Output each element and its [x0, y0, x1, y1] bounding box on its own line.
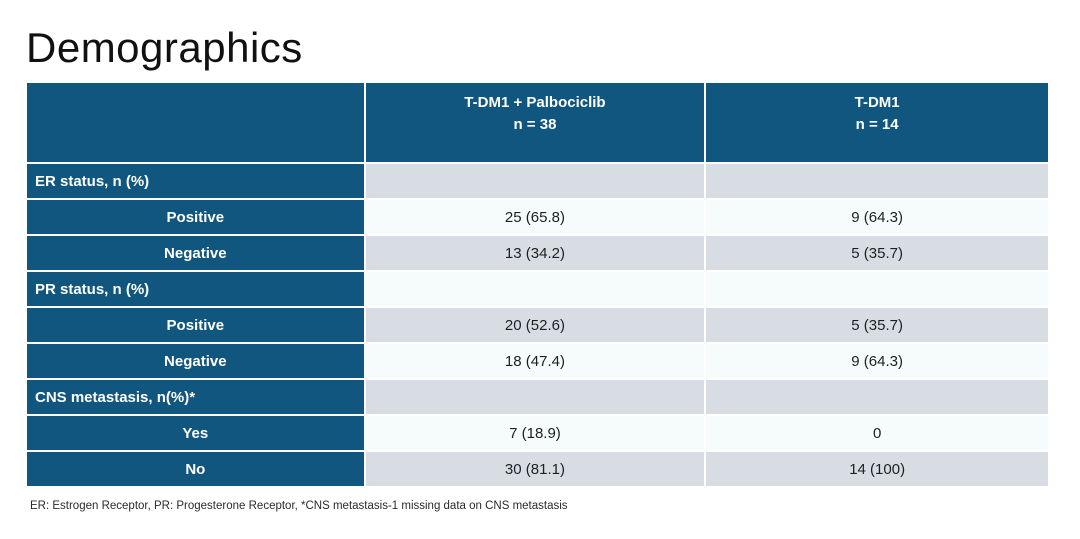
- value-cell: 13 (34.2): [365, 236, 705, 270]
- value-cell: [365, 164, 705, 198]
- table-row-pr-status: PR status, n (%): [27, 272, 1048, 306]
- value-cell: 25 (65.8): [365, 200, 705, 234]
- row-label: PR status, n (%): [27, 272, 364, 306]
- value-cell: 14 (100): [706, 452, 1048, 486]
- row-label: No: [27, 452, 364, 486]
- value-cell: 9 (64.3): [706, 200, 1048, 234]
- table-row-er-status: ER status, n (%): [27, 164, 1048, 198]
- value-cell: [365, 272, 705, 306]
- row-label: Positive: [27, 200, 364, 234]
- header-cell-tdm1-palbociclib: T-DM1 + Palbociclib n = 38: [365, 83, 705, 162]
- row-label: Negative: [27, 236, 364, 270]
- value-cell: 30 (81.1): [365, 452, 705, 486]
- value-cell: 9 (64.3): [706, 344, 1048, 378]
- demographics-table: T-DM1 + Palbociclib n = 38 T-DM1 n = 14 …: [25, 81, 1050, 488]
- table-row-cns-metastasis: CNS metastasis, n(%)*: [27, 380, 1048, 414]
- table-row-pr-negative: Negative 18 (47.4) 9 (64.3): [27, 344, 1048, 378]
- value-cell: [706, 164, 1048, 198]
- row-label: CNS metastasis, n(%)*: [27, 380, 364, 414]
- column-title: T-DM1: [854, 94, 900, 111]
- header-cell-tdm1: T-DM1 n = 14: [706, 83, 1048, 162]
- value-cell: [706, 380, 1048, 414]
- value-cell: [706, 272, 1048, 306]
- value-cell: 7 (18.9): [365, 416, 705, 450]
- header-cell-empty: [27, 83, 364, 162]
- table-row-pr-positive: Positive 20 (52.6) 5 (35.7): [27, 308, 1048, 342]
- table-header-row: T-DM1 + Palbociclib n = 38 T-DM1 n = 14: [27, 83, 1048, 162]
- value-cell: 0: [706, 416, 1048, 450]
- value-cell: 20 (52.6): [365, 308, 705, 342]
- row-label: Positive: [27, 308, 364, 342]
- value-cell: 5 (35.7): [706, 308, 1048, 342]
- column-n: n = 38: [513, 115, 557, 133]
- footnote: ER: Estrogen Receptor, PR: Progesterone …: [30, 500, 568, 512]
- value-cell: 5 (35.7): [706, 236, 1048, 270]
- value-cell: 18 (47.4): [365, 344, 705, 378]
- table-row-cns-yes: Yes 7 (18.9) 0: [27, 416, 1048, 450]
- table-row-er-negative: Negative 13 (34.2) 5 (35.7): [27, 236, 1048, 270]
- row-label: ER status, n (%): [27, 164, 364, 198]
- table-row-cns-no: No 30 (81.1) 14 (100): [27, 452, 1048, 486]
- column-title: T-DM1 + Palbociclib: [464, 94, 606, 111]
- page-title: Demographics: [26, 24, 303, 71]
- row-label: Yes: [27, 416, 364, 450]
- column-n: n = 14: [855, 115, 899, 133]
- table-row-er-positive: Positive 25 (65.8) 9 (64.3): [27, 200, 1048, 234]
- row-label: Negative: [27, 344, 364, 378]
- value-cell: [365, 380, 705, 414]
